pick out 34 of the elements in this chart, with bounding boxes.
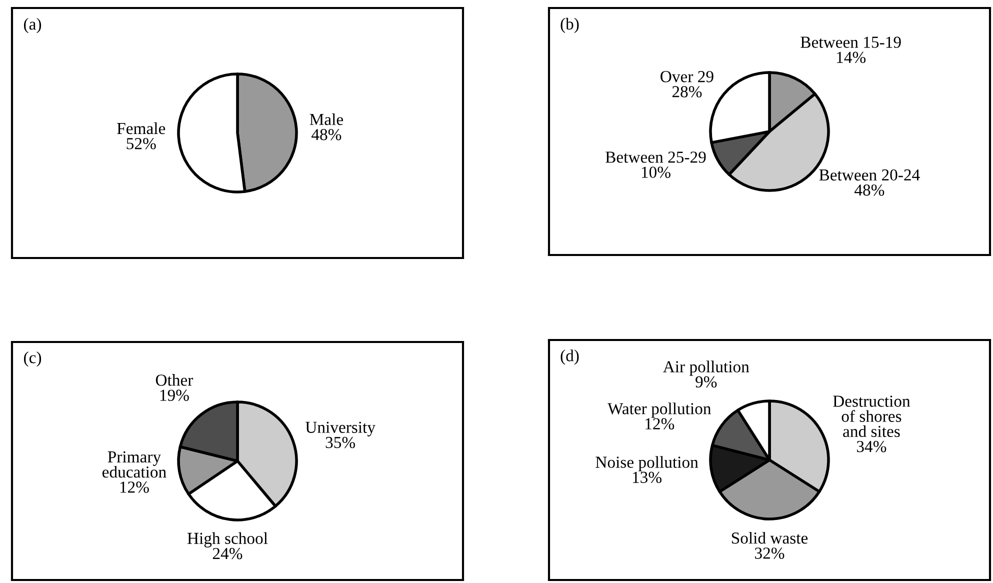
chart-title: (b) [560, 18, 579, 33]
data-label: 28% [672, 86, 702, 98]
chart-title: (c) [24, 352, 42, 367]
data-label: 34% [856, 440, 886, 452]
slice-label: Solid waste [732, 532, 808, 544]
slice-label: Female [117, 122, 166, 134]
slice-label: Air pollution [663, 360, 750, 376]
data-label: 14% [837, 52, 866, 64]
slice-label: High school [187, 532, 268, 548]
data-label: 35% [326, 436, 356, 448]
data-label: 10% [642, 166, 670, 178]
data-label: 12% [646, 418, 674, 430]
slice-label: Between 20-24 [819, 169, 920, 181]
slice-label: Between 25-29 [606, 152, 706, 163]
chart-title: (d) [560, 350, 579, 365]
data-label: 19% [160, 390, 189, 401]
slice-label: Water pollution [608, 402, 712, 418]
data-label: 24% [212, 548, 242, 560]
slice-label: Noise pollution [596, 456, 698, 472]
data-label: 12% [120, 482, 149, 493]
slice-label: Over 29 [660, 71, 714, 82]
data-label: 48% [854, 184, 884, 196]
slice-label: Between 15-19 [800, 36, 901, 48]
slice-label: Male [310, 113, 344, 126]
slice-label: Primary education [102, 451, 166, 478]
chart-title: (a) [24, 18, 42, 34]
data-label: 48% [312, 128, 342, 140]
slice-label: University [305, 422, 376, 436]
data-label: 9% [696, 376, 717, 388]
data-label: 32% [755, 548, 784, 559]
slice-label: Other [156, 374, 194, 386]
data-label: 52% [126, 138, 156, 150]
slice-label: Destruction of shores and sites [833, 396, 910, 438]
data-label: 13% [632, 472, 662, 484]
